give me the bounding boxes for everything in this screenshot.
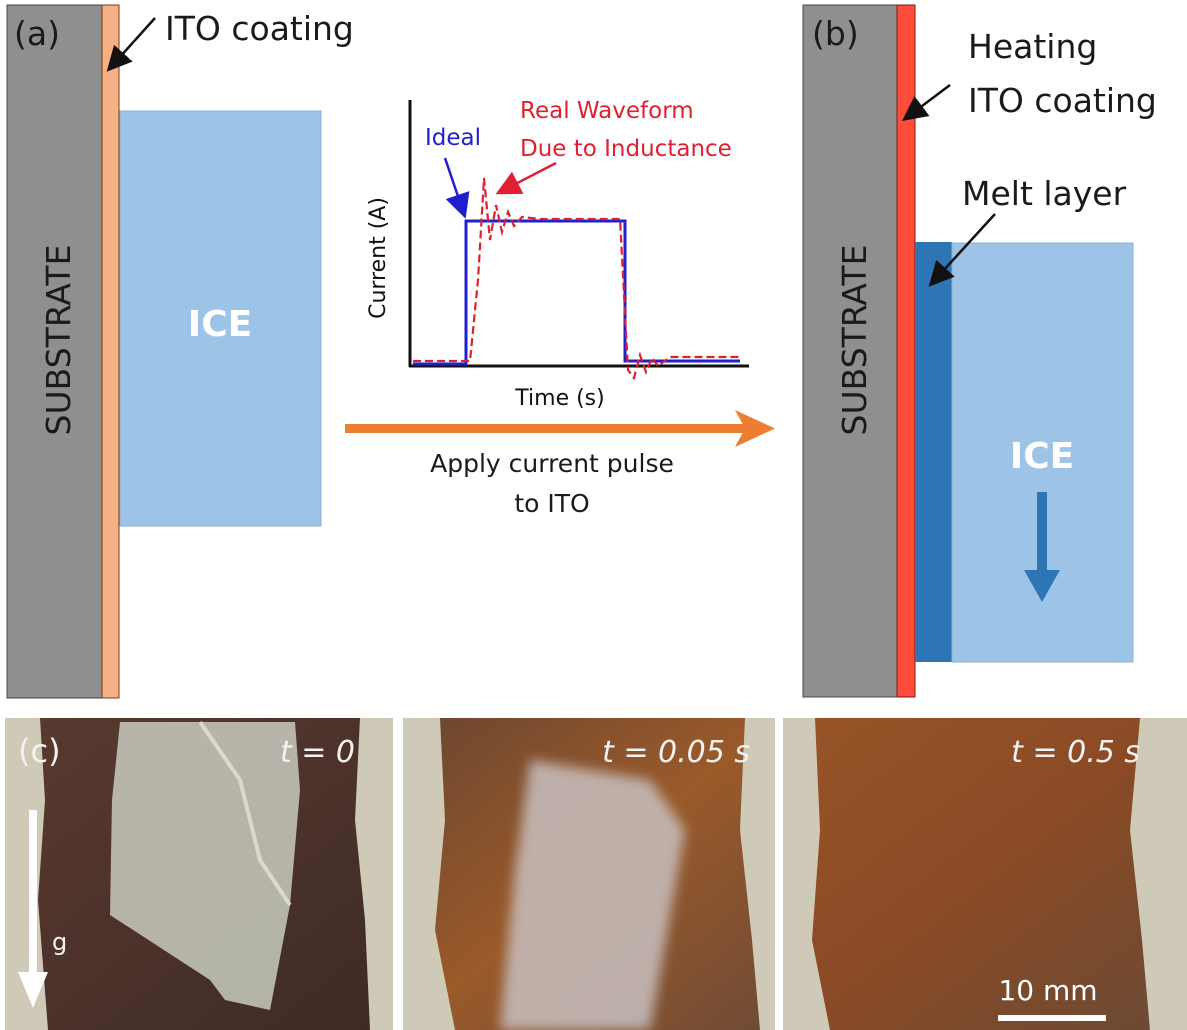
scale-label: 10 mm [998,974,1097,1007]
panel-a: (a) ITO coating SUBSTRATE ICE [7,5,354,698]
ideal-label: Ideal [425,125,481,151]
figure: (a) ITO coating SUBSTRATE ICE Ideal Real… [0,0,1187,1030]
arrow-shaft [345,424,745,433]
gravity-arrow [29,810,37,975]
melt-layer [915,242,952,662]
x-axis-label: Time (s) [514,386,604,411]
ideal-waveform [413,221,740,364]
photo: t = 0.05 s [403,718,775,1030]
panel-b: (b) Heating ITO coating Melt layer SUBST… [803,5,1157,697]
ice-label: ICE [1010,436,1074,477]
photo: t = 0.5 s 10 mm [783,718,1187,1030]
time-label: t = 0.05 s [602,735,750,770]
arrow-label: Apply current pulse [430,449,674,478]
real-label: Due to Inductance [520,136,732,162]
substrate-label: SUBSTRATE [835,245,874,436]
time-label: t = 0 [280,735,355,770]
coating-label: Heating [968,27,1097,66]
heating-ito [897,5,915,697]
melt-label: Melt layer [962,174,1127,213]
y-axis-label: Current (A) [366,197,391,319]
process-arrow: Apply current pulse to ITO [345,410,775,518]
ice-label: ICE [188,304,252,345]
time-label: t = 0.5 s [1011,735,1140,770]
ito-coating [102,5,119,698]
panel-label: (c) [18,732,61,770]
panel-c: t = 0 (c) g t = 0.05 s t = 0.5 s 10 mm [5,718,1187,1030]
panel-label: (a) [14,14,60,53]
pointer [500,163,556,192]
real-label: Real Waveform [520,98,694,124]
arrow-label: to ITO [514,489,589,518]
waveform-inset: Ideal Real Waveform Due to Inductance Cu… [366,98,749,411]
gravity-label: g [52,928,67,956]
coating-label: ITO coating [968,81,1157,120]
panel-label: (b) [812,14,859,53]
motion-arrow [1037,492,1047,572]
pointer [445,158,464,214]
substrate-label: SUBSTRATE [39,245,78,436]
photo: t = 0 (c) g [5,718,393,1030]
coating-label: ITO coating [165,9,354,48]
